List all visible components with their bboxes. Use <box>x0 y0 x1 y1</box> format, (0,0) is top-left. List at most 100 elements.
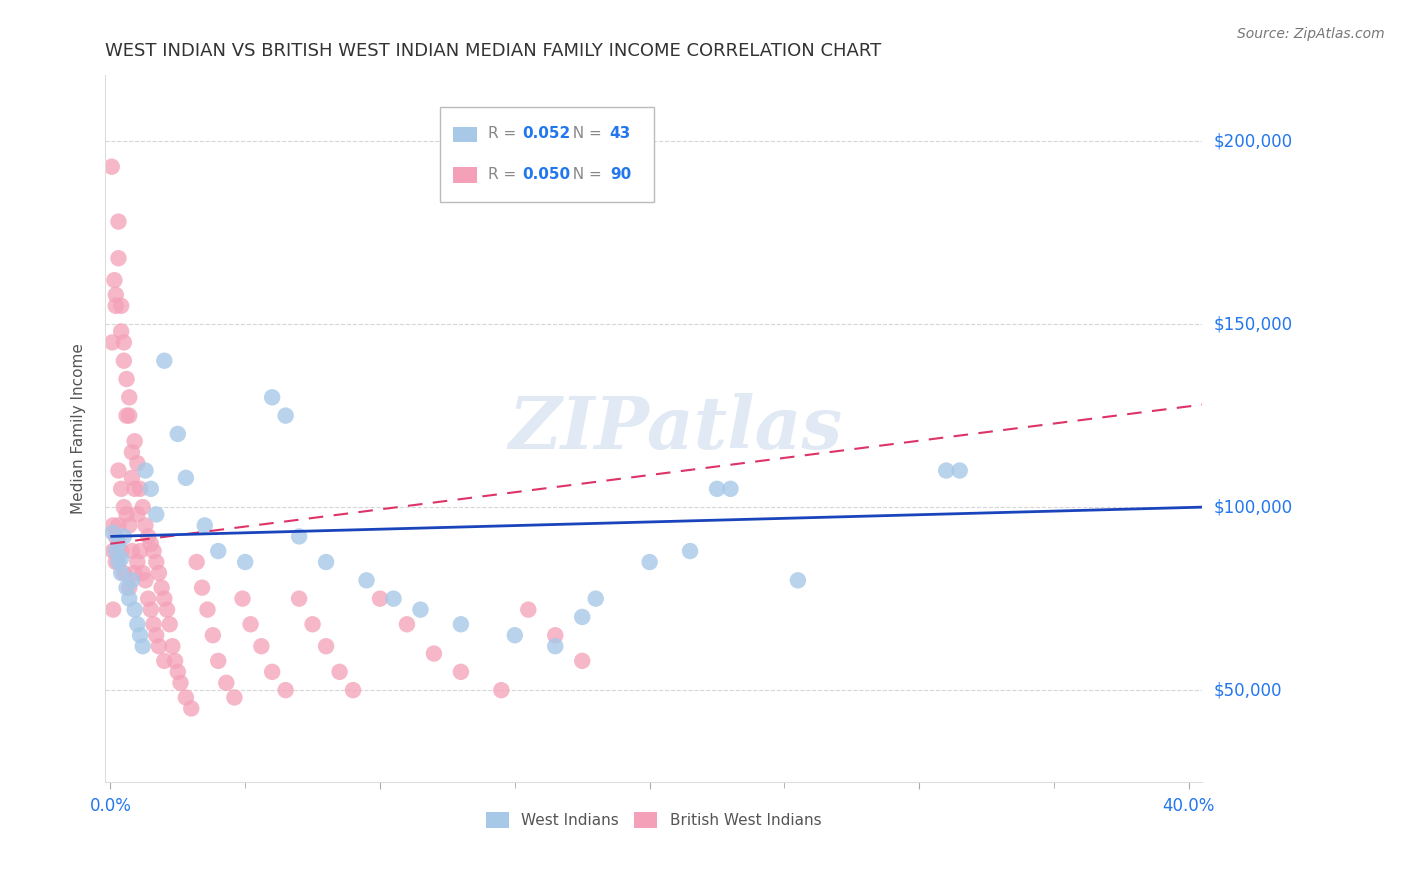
Point <box>110 299 132 313</box>
Point <box>423 647 446 661</box>
Point <box>585 591 607 606</box>
Point <box>124 434 146 449</box>
Point <box>207 544 229 558</box>
Point <box>162 639 184 653</box>
Point <box>191 581 214 595</box>
Point <box>121 471 143 485</box>
Point <box>165 654 187 668</box>
Point <box>274 683 297 698</box>
Point <box>110 544 132 558</box>
Point <box>329 665 352 679</box>
Point <box>517 602 540 616</box>
Point <box>544 628 567 642</box>
Point <box>134 574 156 588</box>
Point <box>315 639 337 653</box>
Point <box>201 628 224 642</box>
Point <box>571 654 593 668</box>
Point <box>166 426 188 441</box>
Text: N =: N = <box>562 167 606 182</box>
Point <box>115 508 138 522</box>
Point <box>104 299 127 313</box>
Point <box>382 591 405 606</box>
Point <box>720 482 742 496</box>
Point <box>145 555 167 569</box>
Point <box>139 602 162 616</box>
Point <box>638 555 661 569</box>
Point <box>121 574 143 588</box>
Text: N =: N = <box>562 127 606 141</box>
Point <box>100 160 122 174</box>
Point <box>134 463 156 477</box>
Legend: West Indians, British West Indians: West Indians, British West Indians <box>479 805 827 834</box>
Point <box>107 463 129 477</box>
Point <box>180 701 202 715</box>
Text: 43: 43 <box>610 127 631 141</box>
Text: R =: R = <box>488 127 522 141</box>
Point <box>118 581 141 595</box>
Point <box>112 566 135 580</box>
Text: $150,000: $150,000 <box>1213 315 1292 333</box>
Point <box>101 518 124 533</box>
Point <box>115 372 138 386</box>
Point <box>118 518 141 533</box>
Text: $200,000: $200,000 <box>1213 132 1292 150</box>
Point <box>121 445 143 459</box>
Point <box>197 602 219 616</box>
Point <box>101 335 124 350</box>
Point <box>118 390 141 404</box>
Point <box>129 482 152 496</box>
Point <box>174 690 197 705</box>
Point <box>104 288 127 302</box>
Point <box>186 555 208 569</box>
Point <box>1258 665 1281 679</box>
Text: $100,000: $100,000 <box>1213 498 1292 516</box>
Point <box>450 617 472 632</box>
Point <box>107 537 129 551</box>
Point <box>262 665 284 679</box>
Point <box>503 628 526 642</box>
Point <box>368 591 391 606</box>
Point <box>118 591 141 606</box>
Point <box>112 529 135 543</box>
Point <box>395 617 418 632</box>
Point <box>127 617 149 632</box>
Point <box>233 555 256 569</box>
Point <box>129 628 152 642</box>
Point <box>679 544 702 558</box>
Point <box>134 518 156 533</box>
Point <box>145 628 167 642</box>
Point <box>153 654 176 668</box>
Text: 0.052: 0.052 <box>522 127 571 141</box>
Point <box>153 591 176 606</box>
Point <box>107 518 129 533</box>
Text: 0.050: 0.050 <box>522 167 569 182</box>
Point <box>107 555 129 569</box>
Point <box>115 581 138 595</box>
Point <box>124 602 146 616</box>
Point <box>409 602 432 616</box>
Point <box>118 409 141 423</box>
Text: Source: ZipAtlas.com: Source: ZipAtlas.com <box>1237 27 1385 41</box>
Point <box>115 409 138 423</box>
Point <box>156 602 179 616</box>
Point <box>136 529 159 543</box>
Point <box>142 544 165 558</box>
Point <box>356 574 378 588</box>
Text: 90: 90 <box>610 167 631 182</box>
Point <box>215 676 238 690</box>
Point <box>132 639 155 653</box>
Point <box>127 456 149 470</box>
Point <box>148 566 170 580</box>
Point <box>136 591 159 606</box>
Point <box>127 508 149 522</box>
Point <box>544 639 567 653</box>
Point <box>139 482 162 496</box>
Point <box>288 529 311 543</box>
Point <box>132 500 155 515</box>
Point <box>127 555 149 569</box>
Point <box>231 591 253 606</box>
Point <box>787 574 810 588</box>
Y-axis label: Median Family Income: Median Family Income <box>72 343 86 514</box>
Point <box>104 555 127 569</box>
Point <box>110 566 132 580</box>
